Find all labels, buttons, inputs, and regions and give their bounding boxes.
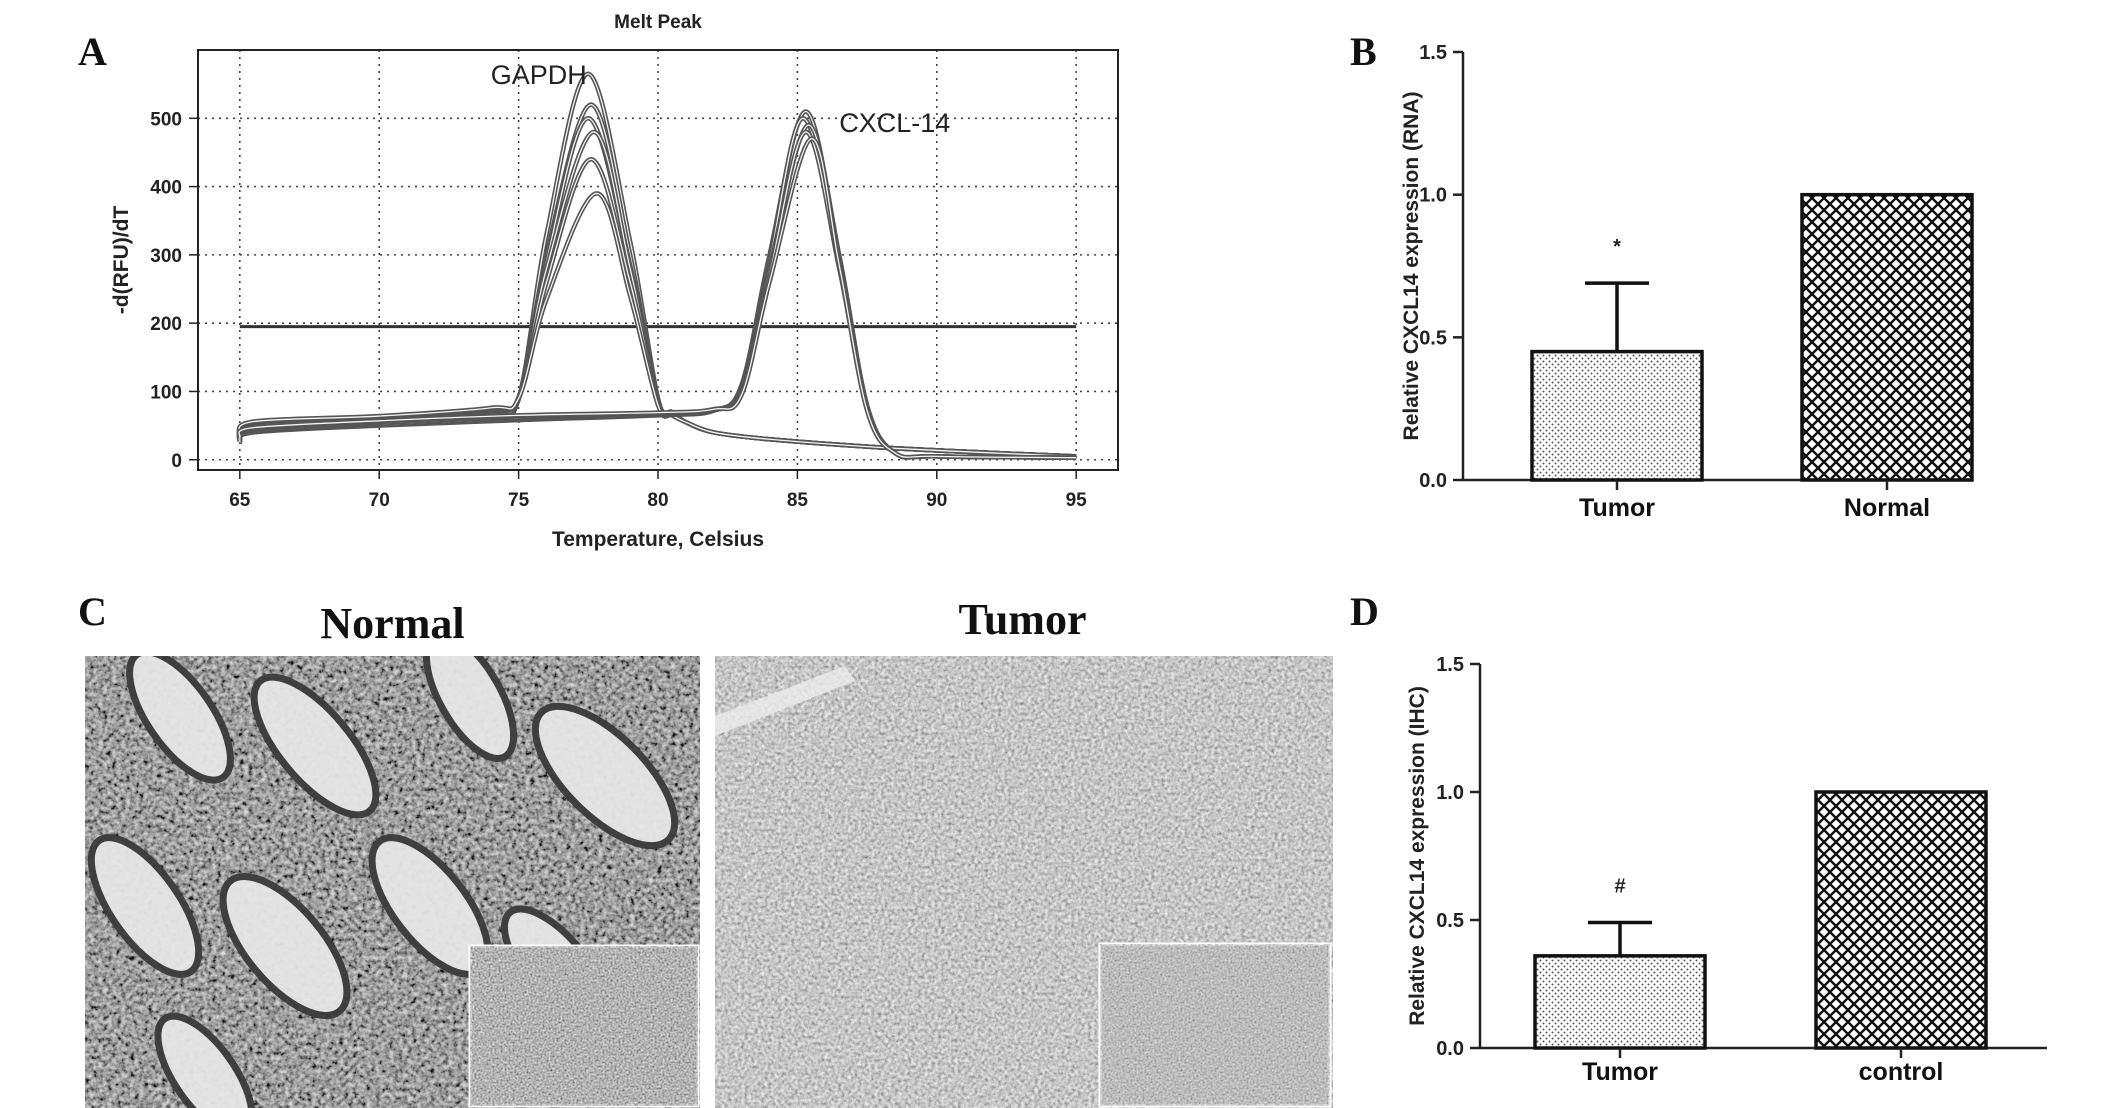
bar-tumor: [1533, 954, 1707, 1050]
melt-curve-highlight-6: [238, 192, 1077, 457]
y-tick-label: 500: [150, 109, 182, 130]
micrograph-tumor: [715, 656, 1333, 1108]
micrograph-normal-title: Normal: [320, 599, 465, 648]
y-tick-label: 1.0: [1436, 782, 1464, 804]
rna-expression-bar-chart: 0.0 0.5 1.0 1.5 Relative CXCL14 expression (…: [1400, 42, 1974, 522]
x-tick-label: 95: [1066, 490, 1088, 511]
bar-tumor: [1530, 349, 1704, 482]
significance-marker: #: [1614, 876, 1625, 898]
y-axis-label: -d(RFU)/dT: [110, 206, 133, 315]
melt-curves: [236, 71, 1077, 460]
significance-marker: *: [1613, 236, 1621, 258]
plot-frame: [197, 49, 1119, 471]
y-tick-label: 100: [150, 382, 182, 403]
y-tick-label: 0: [171, 451, 182, 472]
y-tick-label: 200: [150, 314, 182, 335]
x-tick-label: 90: [926, 490, 947, 511]
panel-letter-d: D: [1350, 589, 1379, 634]
y-tick-label: 400: [150, 178, 182, 199]
x-tick-label: 75: [508, 490, 530, 511]
micrograph-normal: [85, 656, 700, 1108]
x-category-label: Tumor: [1579, 494, 1655, 522]
y-tick-label: 0.0: [1436, 1038, 1464, 1060]
y-tick-label: 0.5: [1419, 327, 1447, 349]
y-tick-label: 1.0: [1419, 185, 1447, 207]
chart-title: Melt Peak: [614, 12, 702, 33]
panel-letter-b: B: [1350, 29, 1377, 74]
bar-control: [1814, 790, 1988, 1050]
x-category-label: control: [1859, 1058, 1944, 1086]
melt-peak-chart: Melt Peak 65 70 75 80 85 90 95 0 100 200 300 400 500 T…: [110, 12, 1119, 551]
y-axis-label: Relative CXCL14 expression (IHC): [1406, 686, 1429, 1026]
curve-annotation-2: CXCL-14: [839, 108, 950, 138]
x-category-label: Tumor: [1582, 1058, 1658, 1086]
x-tick-label: 70: [369, 490, 390, 511]
x-category-label: Normal: [1844, 494, 1930, 522]
y-tick-label: 1.5: [1419, 42, 1447, 64]
curve-annotation-1: GAPDH: [491, 60, 587, 90]
x-tick-label: 65: [229, 490, 251, 511]
y-tick-label: 0.0: [1419, 470, 1447, 492]
y-tick-label: 300: [150, 246, 182, 267]
y-tick-label: 1.5: [1436, 654, 1464, 676]
bar-normal: [1800, 192, 1974, 482]
y-tick-label: 0.5: [1436, 910, 1464, 932]
x-axis-label: Temperature, Celsius: [552, 528, 764, 551]
panel-letter-a: A: [78, 29, 107, 74]
y-axis-label: Relative CXCL14 expression (RNA): [1400, 92, 1423, 441]
x-tick-label: 85: [787, 490, 809, 511]
melt-curve-highlight-11: [238, 138, 1077, 459]
micrograph-tumor-title: Tumor: [958, 595, 1087, 644]
panel-letter-c: C: [78, 589, 107, 634]
ihc-expression-bar-chart: 0.0 0.5 1.0 1.5 Relative CXCL14 expression (…: [1406, 654, 2047, 1086]
x-tick-label: 80: [647, 490, 668, 511]
